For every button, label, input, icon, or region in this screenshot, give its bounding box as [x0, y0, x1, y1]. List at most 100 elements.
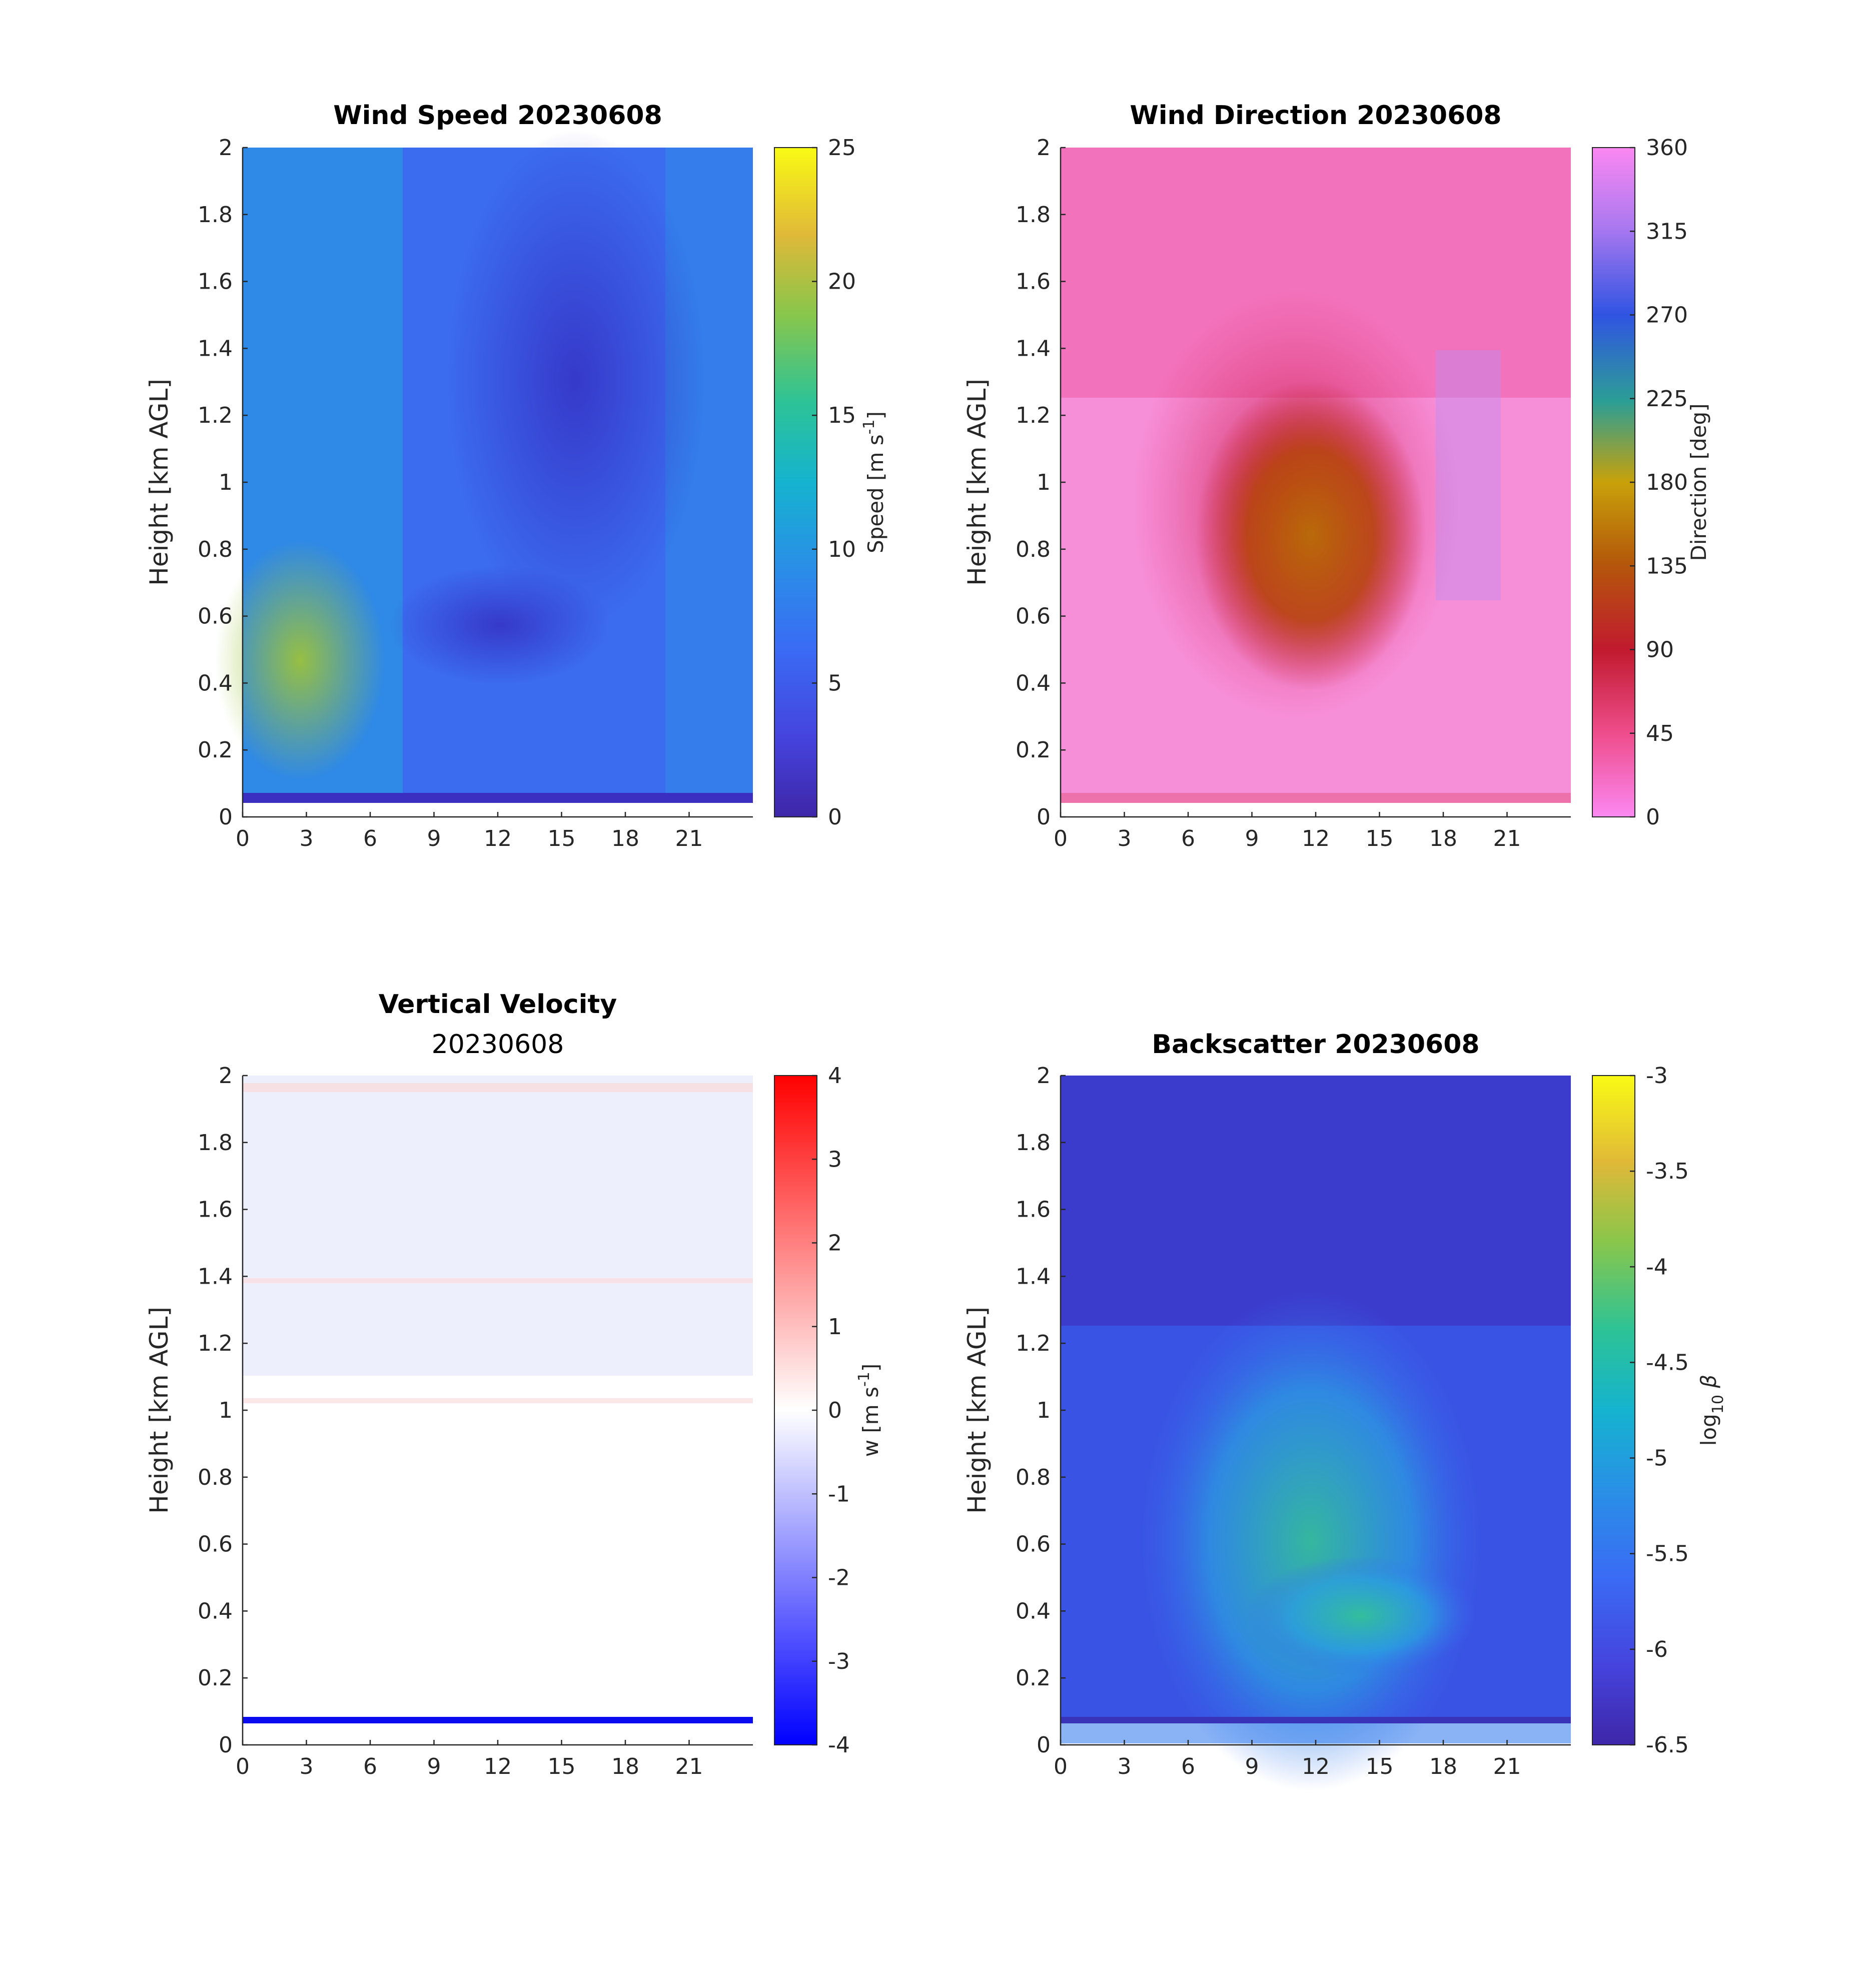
x-tick-label: 3 — [300, 826, 314, 851]
colorbar-label: log10 β — [1696, 1375, 1727, 1446]
y-tick-label: 1.2 — [198, 403, 233, 428]
colorbar-tick-label: 180 — [1646, 470, 1688, 495]
y-tick-label: 1.4 — [1016, 336, 1051, 361]
y-tick-label: 1.2 — [198, 1331, 233, 1356]
x-tick-label: 12 — [1302, 826, 1330, 851]
x-tick-label: 12 — [484, 826, 512, 851]
y-tick-label: 1.6 — [1016, 1197, 1051, 1223]
x-tick-label: 0 — [236, 826, 250, 851]
vertical-velocity-heatmap — [243, 1076, 753, 1723]
colorbar — [1592, 1075, 1635, 1745]
y-tick-label: 1.2 — [1016, 403, 1051, 428]
colorbar-label-text: w [m s — [858, 1387, 883, 1457]
y-tick-label: 0.2 — [1016, 1665, 1051, 1691]
x-tick-label: 12 — [484, 1754, 512, 1779]
x-tick-label: 6 — [1181, 1754, 1195, 1779]
x-tick-label: 6 — [1181, 826, 1195, 851]
x-tick-label: 6 — [363, 826, 377, 851]
y-tick-label: 0.2 — [198, 737, 233, 763]
colorbar-tick-label: 225 — [1646, 386, 1688, 412]
x-tick-label: 15 — [548, 826, 576, 851]
x-tick-label: 18 — [1429, 826, 1457, 851]
y-tick-label: 2 — [219, 1063, 233, 1089]
x-tick-label: 15 — [1366, 826, 1394, 851]
colorbar-label-subscript: 10 — [1709, 1395, 1727, 1414]
colorbar-label-end: ] — [858, 1364, 883, 1372]
chart-title: Backscatter 20230608 — [1152, 1030, 1479, 1060]
y-tick-label: 1.8 — [1016, 1130, 1051, 1156]
y-tick-label: 1.8 — [198, 1130, 233, 1156]
x-tick-label: 21 — [675, 826, 703, 851]
x-tick-label: 0 — [1054, 826, 1068, 851]
x-tick-label: 12 — [1302, 1754, 1330, 1779]
y-tick-label: 0 — [1037, 804, 1051, 830]
colorbar-tick-label: 0 — [828, 804, 842, 830]
y-tick-label: 1.6 — [1016, 269, 1051, 295]
colorbar-tick-label: 45 — [1646, 721, 1674, 746]
y-tick-label: 1 — [1037, 470, 1051, 495]
y-axis-label: Height [km AGL] — [145, 1307, 174, 1514]
colorbar-tick-label: -3.5 — [1646, 1159, 1689, 1184]
x-tick-label: 21 — [1493, 826, 1521, 851]
y-tick-label: 2 — [1037, 135, 1051, 161]
colorbar-tick-label: -4 — [828, 1732, 850, 1758]
colorbar — [1592, 147, 1635, 817]
colorbar-label-text: Speed [m s — [863, 434, 888, 553]
x-tick-label: 9 — [1245, 826, 1259, 851]
colorbar-tick-label: -6.5 — [1646, 1732, 1689, 1758]
y-tick-label: 1.8 — [1016, 202, 1051, 228]
x-tick-label: 15 — [1366, 1754, 1394, 1779]
chart-subtitle: 20230608 — [432, 1030, 564, 1060]
y-tick-label: 0.8 — [198, 537, 233, 562]
x-tick-label: 3 — [1118, 826, 1132, 851]
wind-speed-heatmap — [215, 130, 753, 803]
y-tick-label: 0.6 — [198, 604, 233, 629]
colorbar-label-text: log — [1696, 1414, 1721, 1446]
x-tick-label: 18 — [1429, 1754, 1457, 1779]
y-tick-label: 0.6 — [198, 1532, 233, 1557]
colorbar-label-superscript: -1 — [855, 1372, 873, 1387]
colorbar-tick-label: -4 — [1646, 1254, 1668, 1280]
y-tick-label: 1 — [1037, 1398, 1051, 1423]
y-tick-label: 2 — [1037, 1063, 1051, 1089]
x-tick-label: 9 — [427, 826, 441, 851]
colorbar-tick-label: 5 — [828, 670, 842, 696]
chart-title: Wind Speed 20230608 — [333, 101, 662, 131]
colorbar-tick-label: 25 — [828, 135, 856, 161]
y-axis-label: Height [km AGL] — [963, 379, 992, 586]
y-tick-label: 1.4 — [1016, 1264, 1051, 1289]
colorbar-label-text: Direction [deg] — [1686, 403, 1711, 561]
y-tick-label: 0.4 — [198, 1598, 233, 1624]
y-tick-label: 0.2 — [1016, 737, 1051, 763]
colorbar-tick-label: -3 — [1646, 1063, 1668, 1089]
colorbar — [774, 147, 817, 817]
colorbar-tick-label: 15 — [828, 403, 856, 428]
x-tick-label: 6 — [363, 1754, 377, 1779]
y-tick-label: 0.4 — [1016, 1598, 1051, 1624]
colorbar-tick-label: 2 — [828, 1231, 842, 1256]
y-tick-label: 0 — [1037, 1732, 1051, 1758]
colorbar-tick-label: 4 — [828, 1063, 842, 1089]
x-tick-label: 3 — [300, 1754, 314, 1779]
y-axis-label: Height [km AGL] — [963, 1307, 992, 1514]
colorbar-tick-label: 0 — [828, 1398, 842, 1423]
y-tick-label: 1.8 — [198, 202, 233, 228]
x-tick-label: 18 — [611, 1754, 639, 1779]
x-tick-label: 0 — [1054, 1754, 1068, 1779]
y-tick-label: 1.6 — [198, 269, 233, 295]
colorbar-tick-label: 0 — [1646, 804, 1660, 830]
y-tick-label: 0.6 — [1016, 1532, 1051, 1557]
y-tick-label: 1.4 — [198, 1264, 233, 1289]
colorbar-tick-label: -2 — [828, 1565, 850, 1591]
colorbar-tick-label: -3 — [828, 1649, 850, 1674]
y-tick-label: 0.8 — [1016, 1465, 1051, 1490]
y-tick-label: 0.8 — [198, 1465, 233, 1490]
x-tick-label: 3 — [1118, 1754, 1132, 1779]
y-tick-label: 1 — [219, 1398, 233, 1423]
colorbar-tick-label: -4.5 — [1646, 1350, 1689, 1375]
y-tick-label: 0 — [219, 1732, 233, 1758]
y-tick-label: 0 — [219, 804, 233, 830]
y-tick-label: 1 — [219, 470, 233, 495]
wind-direction-heatmap — [1061, 148, 1571, 803]
colorbar-tick-label: -5 — [1646, 1446, 1668, 1471]
